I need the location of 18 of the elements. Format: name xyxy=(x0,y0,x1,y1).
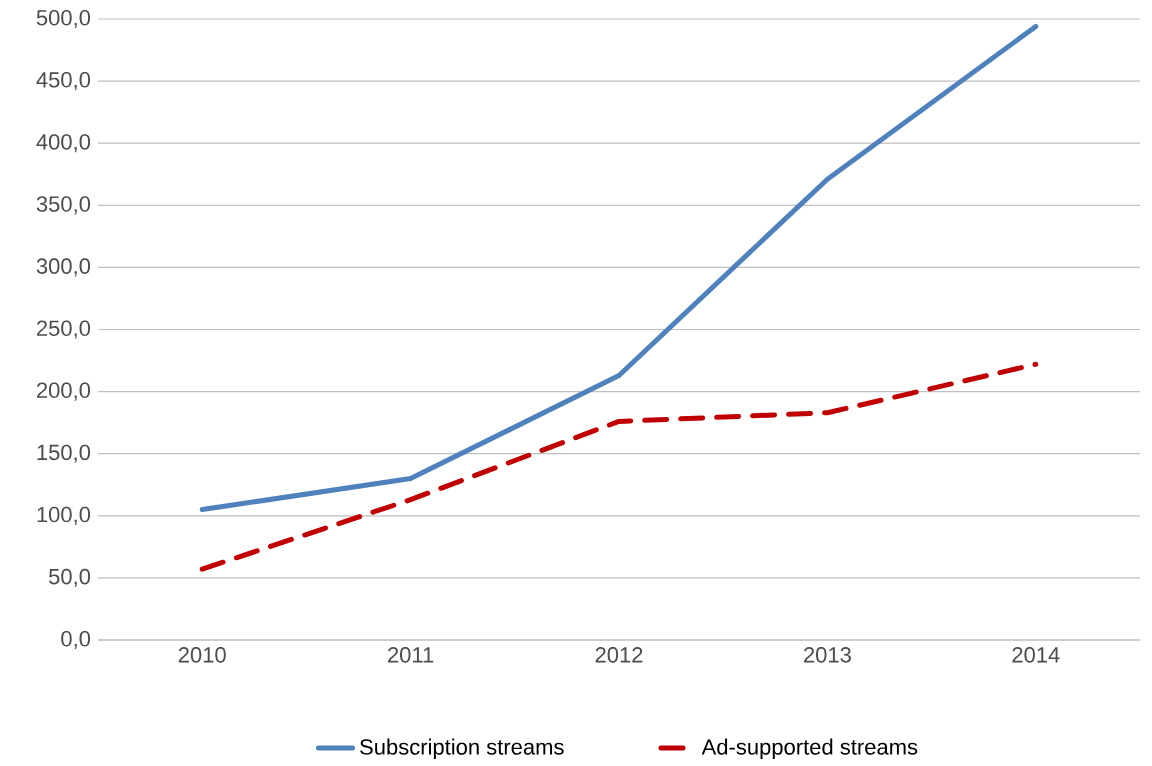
legend-label: Subscription streams xyxy=(360,738,564,760)
y-tick-label: 100,0 xyxy=(37,506,91,525)
y-tick-label: 400,0 xyxy=(36,134,91,153)
y-tick-label: 300,0 xyxy=(36,258,91,277)
y-tick-label: 50,0 xyxy=(49,568,91,587)
y-tick-label: 200,0 xyxy=(36,382,91,401)
y-tick-label: 0,0 xyxy=(61,630,91,650)
x-tick-label: 2011 xyxy=(388,647,434,663)
x-tick-label: 2014 xyxy=(1012,647,1060,663)
legend-label: Ad-supported streams xyxy=(701,738,918,760)
x-tick-label: 2010 xyxy=(178,647,226,663)
y-tick-label: 500,0 xyxy=(36,9,91,29)
y-tick-label: 250,0 xyxy=(36,320,91,339)
y-tick-label: 150,0 xyxy=(37,444,91,463)
x-tick-label: 2013 xyxy=(804,647,851,663)
x-tick-label: 2012 xyxy=(595,647,643,663)
y-tick-label: 350,0 xyxy=(36,196,91,215)
y-tick-label: 450,0 xyxy=(36,72,91,91)
